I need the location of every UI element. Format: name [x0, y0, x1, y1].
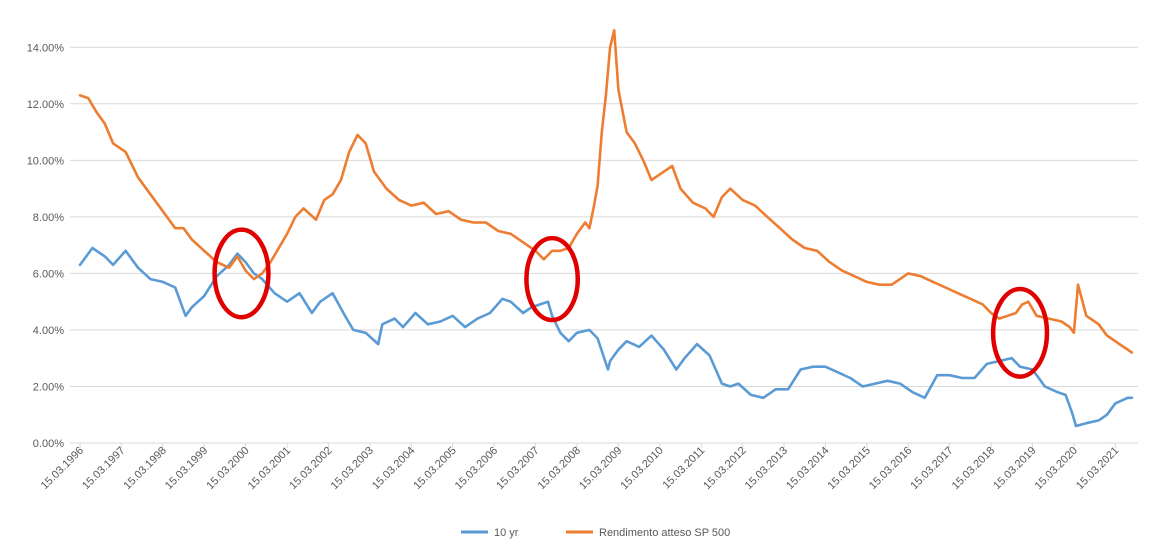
series-line-10yr [78, 246, 1134, 428]
highlight-circle-1 [212, 227, 271, 320]
x-tick-label: 15.03.2002 [287, 445, 334, 492]
x-tick-label: 15.03.2005 [411, 445, 458, 492]
y-tick-label: 8.00% [33, 212, 64, 224]
x-tick-label: 15.03.1998 [122, 445, 169, 492]
x-tick-label: 15.03.2001 [246, 445, 293, 492]
x-tick-label: 15.03.2016 [867, 445, 914, 492]
x-axis-ticks: 15.03.199615.03.199715.03.199815.03.1999… [39, 443, 1121, 492]
x-tick-label: 15.03.2021 [1074, 445, 1121, 492]
x-tick-label: 15.03.2018 [950, 445, 997, 492]
x-tick-label: 15.03.1997 [80, 445, 127, 492]
legend-label-sp500: Rendimento atteso SP 500 [599, 527, 730, 539]
x-tick-label: 15.03.2000 [204, 445, 251, 492]
x-tick-label: 15.03.2004 [370, 445, 417, 492]
x-tick-label: 15.03.2013 [743, 445, 790, 492]
series-line-sp500 [78, 29, 1134, 354]
y-tick-label: 2.00% [33, 381, 64, 393]
x-tick-label: 15.03.2009 [577, 445, 624, 492]
gridlines [70, 46, 1138, 387]
x-tick-label: 15.03.2011 [660, 445, 707, 492]
y-tick-label: 4.00% [33, 325, 64, 337]
legend: 10 yr Rendimento atteso SP 500 [461, 527, 730, 539]
x-tick-label: 15.03.2019 [991, 445, 1038, 492]
x-tick-label: 15.03.2007 [494, 445, 541, 492]
legend-label-10yr: 10 yr [494, 527, 519, 539]
x-tick-label: 15.03.2006 [453, 445, 500, 492]
y-tick-label: 0.00% [33, 438, 64, 450]
y-tick-label: 10.00% [27, 155, 65, 167]
x-tick-label: 15.03.2003 [329, 445, 376, 492]
x-tick-label: 15.03.1999 [163, 445, 210, 492]
x-tick-label: 15.03.2017 [908, 445, 955, 492]
y-tick-label: 6.00% [33, 268, 64, 280]
x-tick-label: 15.03.2012 [701, 445, 748, 492]
x-tick-label: 15.03.2008 [536, 445, 583, 492]
series-lines [78, 29, 1134, 428]
y-axis-ticks: 0.00% 2.00% 4.00% 6.00% 8.00% 10.00% 12.00% 14.… [27, 42, 65, 450]
x-tick-label: 15.03.1996 [39, 445, 86, 492]
y-tick-label: 14.00% [27, 42, 65, 54]
y-tick-label: 12.00% [27, 99, 65, 111]
x-tick-label: 15.03.2010 [618, 445, 665, 492]
highlight-circle-2 [524, 235, 581, 323]
x-tick-label: 15.03.2014 [784, 445, 831, 492]
highlight-circle-3 [990, 286, 1050, 379]
x-tick-label: 15.03.2020 [1033, 445, 1080, 492]
x-tick-label: 15.03.2015 [826, 445, 873, 492]
annotations [212, 227, 1050, 379]
